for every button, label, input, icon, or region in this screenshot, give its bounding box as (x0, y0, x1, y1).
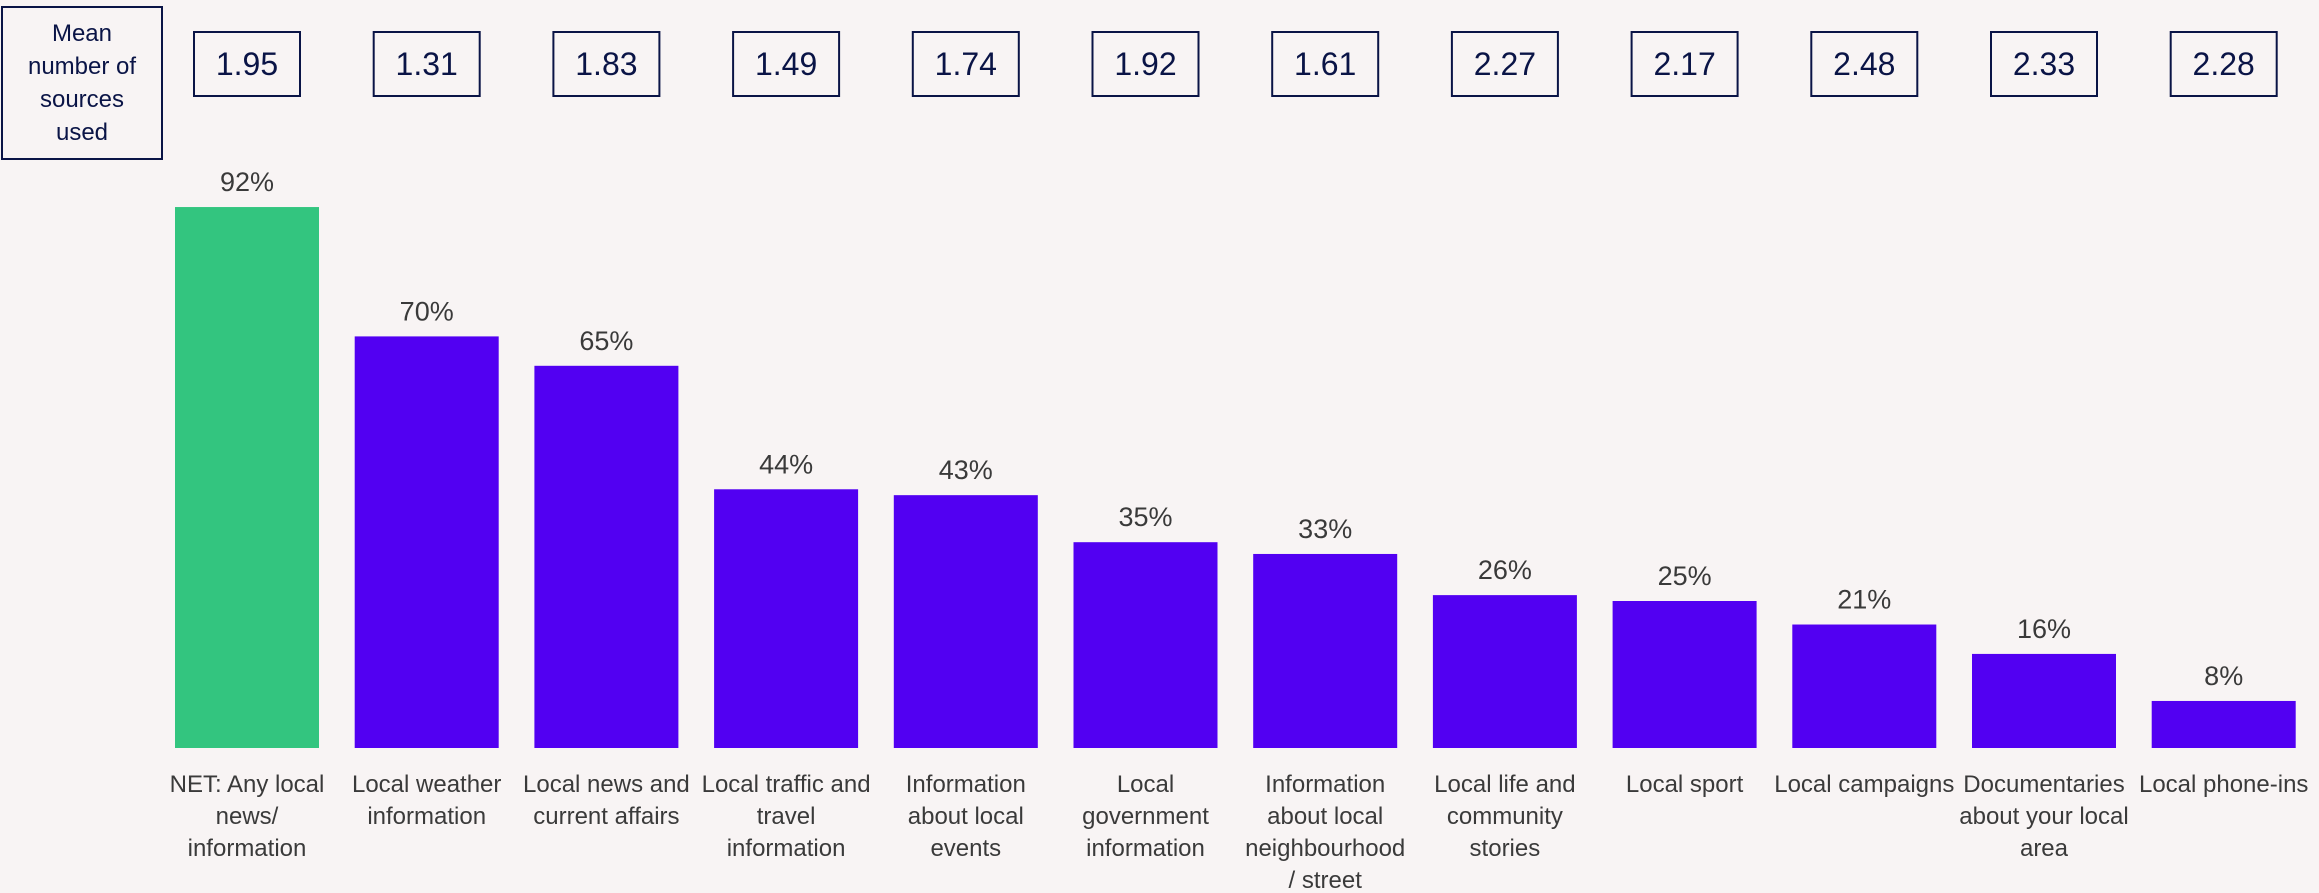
mean-sources-box (372, 31, 481, 97)
mean-sources-value: 1.95 (216, 46, 278, 82)
category-label: Local traffic and travel information (702, 771, 871, 862)
category-label: Local news and current affairs (523, 771, 690, 830)
data-label: 35% (1118, 502, 1172, 532)
category-label: Local sport (1626, 771, 1744, 798)
bar (1612, 601, 1757, 748)
category-label-line: information (1086, 835, 1205, 862)
category-label: Local government information (1082, 771, 1209, 862)
category-label-line: about local (1267, 803, 1383, 830)
bar (1432, 595, 1577, 748)
category-label: Documentaries about your local area (1959, 771, 2128, 862)
category-label: Local phone-ins (2139, 771, 2308, 798)
mean-sources-value: 1.49 (755, 46, 817, 82)
category-label-line: information (188, 835, 307, 862)
mean-sources-box (193, 31, 301, 97)
category-label-line: community (1447, 803, 1563, 830)
bar (175, 207, 319, 749)
category-label: Information about local neighbourhood / str… (1245, 771, 1405, 893)
data-label: 26% (1478, 555, 1532, 585)
bar (714, 489, 859, 748)
data-label: 65% (579, 326, 633, 356)
category-label-line: area (2020, 835, 2069, 862)
category-label-line: about local (908, 803, 1024, 830)
category-label-line: Local traffic and (702, 771, 871, 798)
mean-sources-value: 1.61 (1294, 46, 1356, 82)
mean-sources-box (1450, 31, 1559, 97)
category-label-line: Information (906, 771, 1026, 798)
data-label: 21% (1837, 585, 1891, 615)
mean-sources-box (1091, 31, 1200, 97)
data-label: 25% (1658, 561, 1712, 591)
mean-sources-box (1271, 31, 1380, 97)
data-label: 70% (400, 296, 454, 326)
mean-sources-label: Mean number of sources used (1, 6, 163, 160)
mean-sources-value: 2.28 (2193, 46, 2255, 82)
mean-sources-box (2169, 31, 2278, 97)
bar (534, 365, 679, 748)
bar (1073, 542, 1218, 748)
mean-sources-box (732, 31, 841, 97)
data-label: 44% (759, 449, 813, 479)
category-label-line: NET: Any local (170, 771, 325, 798)
mean-sources-box (1810, 31, 1919, 97)
mean-sources-value: 2.33 (2013, 46, 2075, 82)
category-label-line: neighbourhood (1245, 835, 1405, 862)
bar (2151, 700, 2296, 748)
mean-sources-value: 2.27 (1474, 46, 1536, 82)
category-label-line: Local campaigns (1774, 771, 1954, 798)
category-label-line: travel (757, 803, 816, 830)
category-label-line: stories (1470, 835, 1541, 862)
category-label: Information about local events (906, 771, 1026, 862)
mean-sources-value: 2.17 (1653, 46, 1715, 82)
bar (893, 495, 1038, 748)
category-label: Local life and community stories (1434, 771, 1575, 862)
category-label-line: Local life and (1434, 771, 1575, 798)
category-label-line: Information (1265, 771, 1385, 798)
category-label-line: Documentaries (1963, 771, 2124, 798)
data-label: 43% (939, 455, 993, 485)
category-label: Local weather information (352, 771, 501, 830)
category-label-line: events (930, 835, 1001, 862)
category-label-line: Local news and (523, 771, 690, 798)
category-label-line: Local sport (1626, 771, 1744, 798)
category-label-line: Local (1117, 771, 1174, 798)
bar (1253, 553, 1398, 748)
category-label-line: information (727, 835, 846, 862)
category-label-line: / street (1289, 867, 1363, 893)
mean-sources-value: 1.92 (1114, 46, 1176, 82)
category-label: NET: Any local news/information (170, 771, 325, 862)
category-label-line: information (367, 803, 486, 830)
mean-sources-value: 1.83 (575, 46, 637, 82)
mean-sources-box (911, 31, 1020, 97)
mean-sources-box (552, 31, 661, 97)
mean-sources-value: 1.31 (396, 46, 458, 82)
mean-sources-box (1990, 31, 2098, 97)
data-label: 16% (2017, 614, 2071, 644)
category-label-line: current affairs (533, 803, 679, 830)
data-label: 33% (1298, 514, 1352, 544)
bar (354, 336, 499, 748)
category-label: Local campaigns (1774, 771, 1954, 798)
mean-sources-value: 2.48 (1833, 46, 1895, 82)
data-label: 92% (220, 167, 274, 197)
mean-sources-box (1630, 31, 1739, 97)
category-label-line: Local phone-ins (2139, 771, 2308, 798)
bar (1792, 624, 1937, 748)
category-label-line: government (1082, 803, 1209, 830)
category-label-line: about your local (1959, 803, 2128, 830)
mean-sources-value: 1.74 (935, 46, 997, 82)
data-label: 8% (2204, 661, 2243, 691)
category-label-line: news/ (216, 803, 279, 830)
bar (1972, 653, 2116, 748)
category-label-line: Local weather (352, 771, 501, 798)
